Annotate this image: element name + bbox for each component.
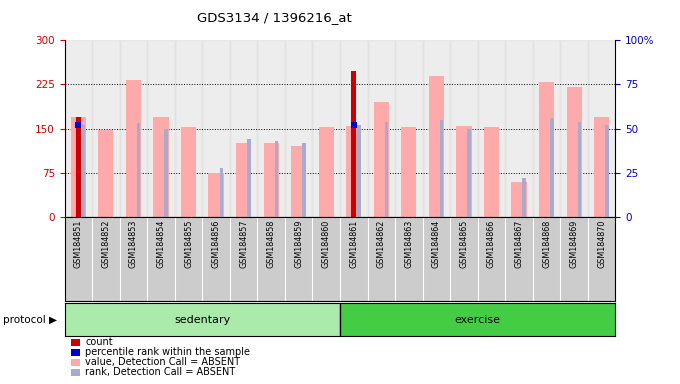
Bar — [467, 129, 471, 217]
Bar — [99, 130, 114, 217]
Bar — [92, 40, 120, 217]
Text: exercise: exercise — [455, 314, 500, 325]
Bar — [154, 117, 169, 217]
Text: sedentary: sedentary — [174, 314, 231, 325]
Bar — [605, 125, 609, 217]
Bar — [120, 40, 147, 217]
Text: GSM184859: GSM184859 — [294, 220, 303, 268]
Text: GSM184858: GSM184858 — [267, 220, 275, 268]
Text: GDS3134 / 1396216_at: GDS3134 / 1396216_at — [197, 12, 352, 25]
Bar — [181, 127, 196, 217]
Bar — [440, 120, 443, 217]
Bar — [82, 125, 86, 217]
Bar — [340, 303, 615, 336]
Bar — [302, 143, 306, 217]
Bar — [456, 126, 471, 217]
Bar — [450, 40, 477, 217]
Bar — [477, 40, 505, 217]
Bar — [401, 127, 416, 217]
Text: protocol ▶: protocol ▶ — [3, 314, 57, 325]
Bar — [588, 40, 615, 217]
Bar — [203, 40, 230, 217]
Bar — [423, 40, 450, 217]
Bar — [505, 40, 533, 217]
Bar — [137, 123, 141, 217]
Bar — [319, 127, 334, 217]
Bar — [209, 173, 224, 217]
Bar — [76, 117, 81, 217]
Text: GSM184869: GSM184869 — [570, 220, 579, 268]
Bar — [71, 117, 86, 217]
Bar — [539, 81, 554, 217]
Bar — [291, 146, 306, 217]
Bar — [395, 40, 423, 217]
Bar — [257, 40, 285, 217]
Text: GSM184857: GSM184857 — [239, 220, 248, 268]
Bar — [594, 117, 609, 217]
Text: count: count — [85, 337, 113, 347]
Bar — [346, 126, 361, 217]
Text: percentile rank within the sample: percentile rank within the sample — [85, 347, 250, 357]
Bar — [65, 40, 92, 217]
Text: GSM184865: GSM184865 — [460, 220, 469, 268]
Bar — [533, 40, 560, 217]
Text: GSM184864: GSM184864 — [432, 220, 441, 268]
Bar — [147, 40, 175, 217]
Bar — [126, 80, 141, 217]
Text: GSM184863: GSM184863 — [405, 220, 413, 268]
Bar — [230, 40, 257, 217]
Bar — [247, 139, 251, 217]
Bar — [340, 40, 367, 217]
Bar — [511, 182, 526, 217]
Bar — [577, 122, 581, 217]
Bar — [285, 40, 312, 217]
Text: GSM184868: GSM184868 — [542, 220, 551, 268]
Bar — [352, 71, 356, 217]
Bar — [522, 178, 526, 217]
Bar — [65, 303, 340, 336]
Bar — [550, 118, 554, 217]
Bar — [385, 122, 388, 217]
Bar — [264, 143, 279, 217]
Bar — [560, 40, 588, 217]
Text: GSM184860: GSM184860 — [322, 220, 330, 268]
Text: GSM184866: GSM184866 — [487, 220, 496, 268]
Bar — [566, 88, 581, 217]
Text: GSM184853: GSM184853 — [129, 220, 138, 268]
Text: GSM184854: GSM184854 — [156, 220, 165, 268]
Text: GSM184856: GSM184856 — [211, 220, 220, 268]
Bar — [165, 129, 168, 217]
Bar — [357, 125, 361, 217]
Bar — [275, 141, 278, 217]
Text: rank, Detection Call = ABSENT: rank, Detection Call = ABSENT — [85, 367, 235, 377]
Text: GSM184852: GSM184852 — [101, 220, 110, 268]
Text: GSM184861: GSM184861 — [350, 220, 358, 268]
Text: GSM184870: GSM184870 — [597, 220, 606, 268]
Bar — [220, 167, 223, 217]
Bar — [484, 127, 499, 217]
Bar — [367, 40, 395, 217]
Text: GSM184851: GSM184851 — [74, 220, 83, 268]
Bar — [429, 76, 444, 217]
Bar — [175, 40, 203, 217]
Text: GSM184855: GSM184855 — [184, 220, 193, 268]
Bar — [312, 40, 340, 217]
Text: value, Detection Call = ABSENT: value, Detection Call = ABSENT — [85, 357, 240, 367]
Text: GSM184867: GSM184867 — [515, 220, 524, 268]
Text: GSM184862: GSM184862 — [377, 220, 386, 268]
Bar — [236, 143, 251, 217]
Bar — [374, 102, 389, 217]
